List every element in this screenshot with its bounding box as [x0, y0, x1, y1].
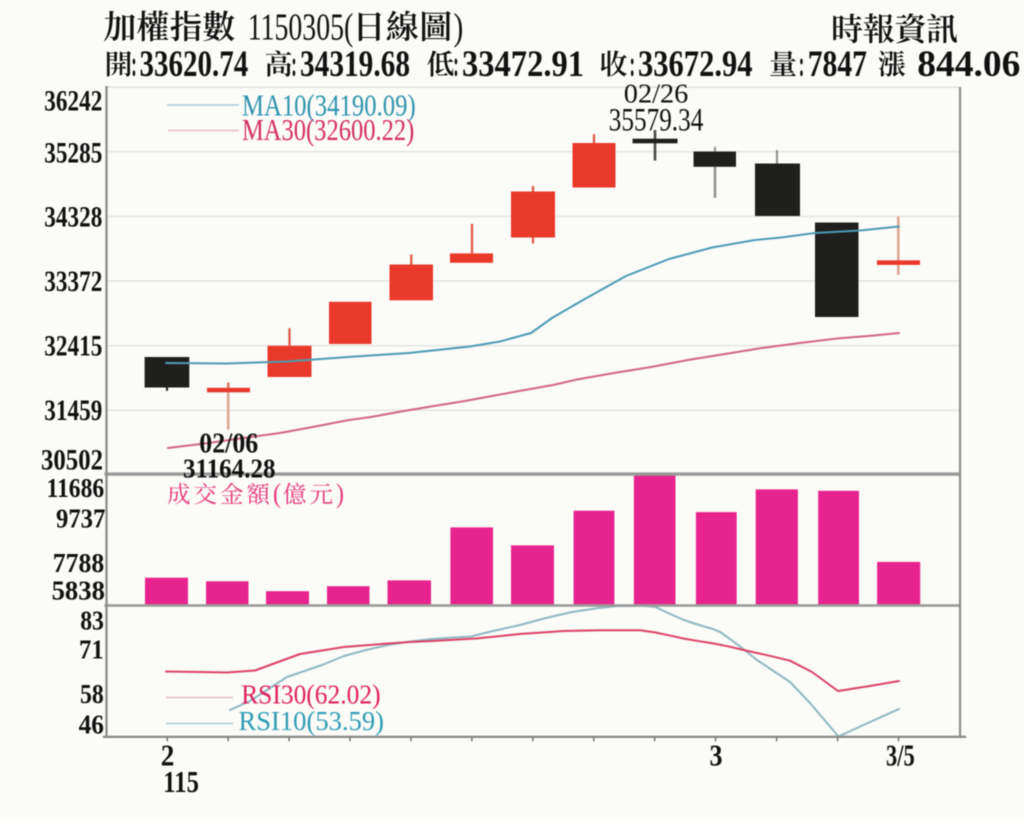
svg-text:33372: 33372 [44, 265, 102, 298]
svg-text:02/06: 02/06 [199, 428, 258, 460]
svg-text::: : [453, 44, 459, 85]
svg-text:33472.91: 33472.91 [462, 44, 584, 85]
svg-text:02/26: 02/26 [624, 79, 689, 109]
svg-text:115: 115 [163, 764, 199, 799]
svg-text::: : [131, 44, 137, 85]
svg-text:33620.74: 33620.74 [140, 44, 249, 85]
svg-text:3/5: 3/5 [886, 737, 915, 772]
svg-text:): ) [336, 479, 344, 509]
svg-text:31164.28: 31164.28 [183, 454, 276, 484]
svg-text::: : [630, 44, 636, 85]
svg-text:30502: 30502 [41, 444, 103, 477]
svg-text::: : [799, 44, 805, 85]
svg-text:MA30(32600.22): MA30(32600.22) [242, 112, 414, 147]
svg-text:33672.94: 33672.94 [638, 44, 753, 85]
svg-text::: : [291, 44, 297, 85]
svg-text:1150305(: 1150305( [248, 7, 354, 49]
svg-text:34319.68: 34319.68 [300, 44, 410, 85]
svg-text:71: 71 [79, 635, 104, 665]
svg-text:32415: 32415 [44, 330, 102, 363]
svg-text:MA10(34190.09): MA10(34190.09) [242, 87, 416, 122]
svg-text:(: ( [273, 479, 281, 509]
svg-text:7847: 7847 [808, 44, 867, 85]
svg-text:36242: 36242 [44, 84, 102, 117]
svg-text:7788: 7788 [53, 548, 104, 578]
svg-text:35285: 35285 [44, 137, 102, 170]
svg-text:11686: 11686 [47, 473, 105, 503]
svg-text:844.06: 844.06 [917, 44, 1020, 85]
svg-text:31459: 31459 [44, 394, 102, 427]
svg-text:): ) [454, 7, 464, 49]
svg-text:46: 46 [79, 709, 104, 739]
svg-text:83: 83 [80, 606, 104, 636]
svg-text:9737: 9737 [56, 504, 105, 534]
svg-text:RSI30(62.02): RSI30(62.02) [241, 680, 380, 710]
svg-text:58: 58 [80, 679, 104, 709]
svg-text:35579.34: 35579.34 [609, 102, 704, 138]
svg-text:RSI10(53.59): RSI10(53.59) [239, 706, 385, 736]
svg-text:3: 3 [710, 737, 723, 772]
svg-text:5838: 5838 [52, 576, 105, 606]
svg-text:34328: 34328 [44, 200, 102, 233]
svg-text:2: 2 [161, 737, 175, 772]
